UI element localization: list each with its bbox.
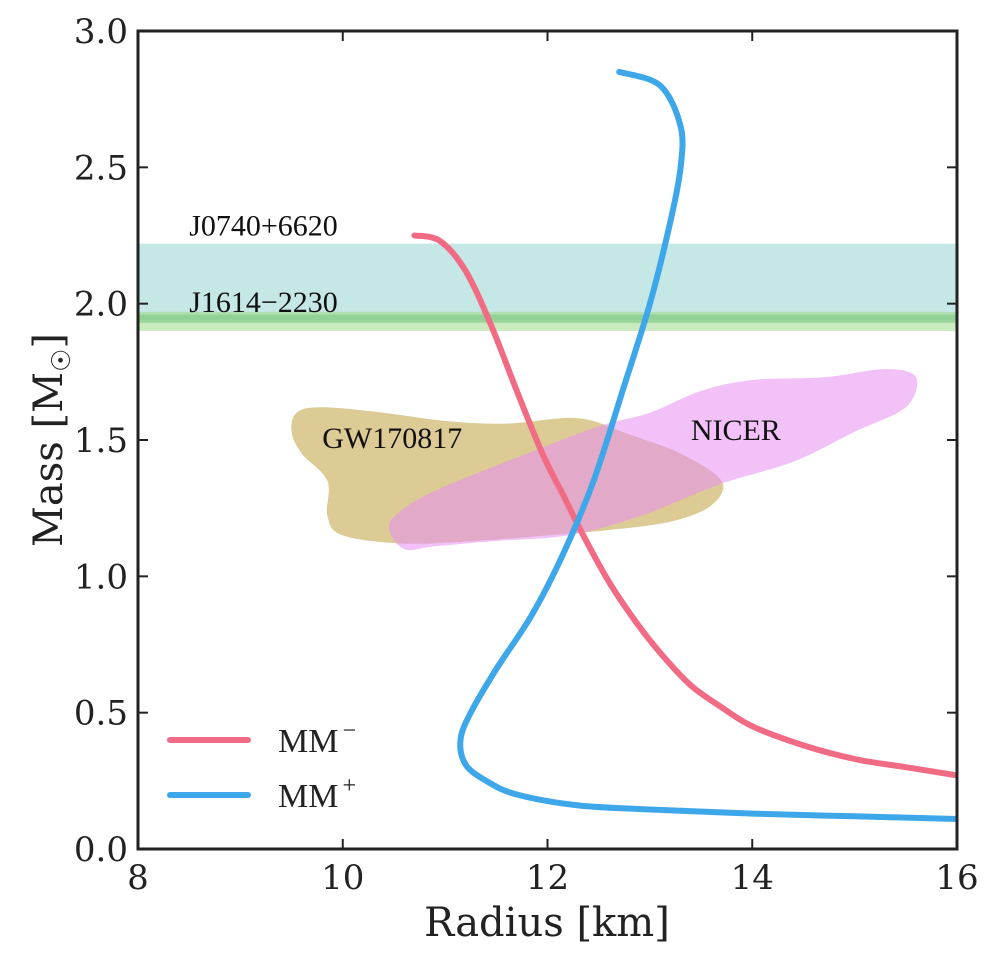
annotation-j1614-2230: J1614−2230 xyxy=(189,286,338,319)
y-tick-label: 2.5 xyxy=(74,148,128,188)
series-mm-plus-line xyxy=(457,68,957,822)
y-tick-label: 0.5 xyxy=(74,694,128,734)
annotation-layer: J0740+6620 J1614−2230 GW170817 NICER xyxy=(189,210,781,456)
region-layer xyxy=(291,369,918,551)
annotation-j0740-6620: J0740+6620 xyxy=(189,210,338,243)
y-tick-label: 3.0 xyxy=(74,12,128,52)
legend-label-mm-plus-main: MM xyxy=(278,778,338,815)
series-layer xyxy=(411,68,957,822)
x-tick-label: 16 xyxy=(935,858,978,898)
y-tick-label: 1.5 xyxy=(74,421,128,461)
y-tick-label: 0.0 xyxy=(74,830,128,870)
y-tick-label: 1.0 xyxy=(74,557,128,597)
x-tick-label: 8 xyxy=(127,858,149,898)
y-tick-label: 2.0 xyxy=(74,285,128,325)
x-tick-label: 14 xyxy=(731,858,774,898)
band-overlap-2 xyxy=(138,314,957,323)
y-axis-title: Mass [M☉] xyxy=(26,333,77,547)
region-nicer xyxy=(388,369,918,551)
legend-label-mm-minus-main: MM xyxy=(278,723,338,760)
legend-label-mm-minus-sup: − xyxy=(342,718,356,744)
legend-label-mm-minus: MM − xyxy=(278,718,356,760)
band-layer xyxy=(138,243,957,331)
band-j0740-6620 xyxy=(138,243,957,321)
x-axis-title: Radius [km] xyxy=(424,900,670,946)
legend: MM − MM + xyxy=(167,718,356,815)
annotation-gw170817: GW170817 xyxy=(322,422,462,455)
legend-label-mm-plus: MM + xyxy=(278,773,356,815)
y-axis-title-close: ] xyxy=(26,333,72,349)
y-axis-title-main: Mass [M xyxy=(26,372,72,547)
y-axis-title-sub: ☉ xyxy=(47,349,77,372)
ticks-layer: 8 10 12 14 16 0.0 0.5 1.0 1.5 2.0 2.5 3.0 xyxy=(74,12,979,898)
legend-label-mm-plus-sup: + xyxy=(342,773,356,799)
x-tick-label: 12 xyxy=(526,858,569,898)
series-mm-minus-line xyxy=(411,232,957,779)
annotation-nicer: NICER xyxy=(691,414,781,447)
x-tick-label: 10 xyxy=(321,858,364,898)
